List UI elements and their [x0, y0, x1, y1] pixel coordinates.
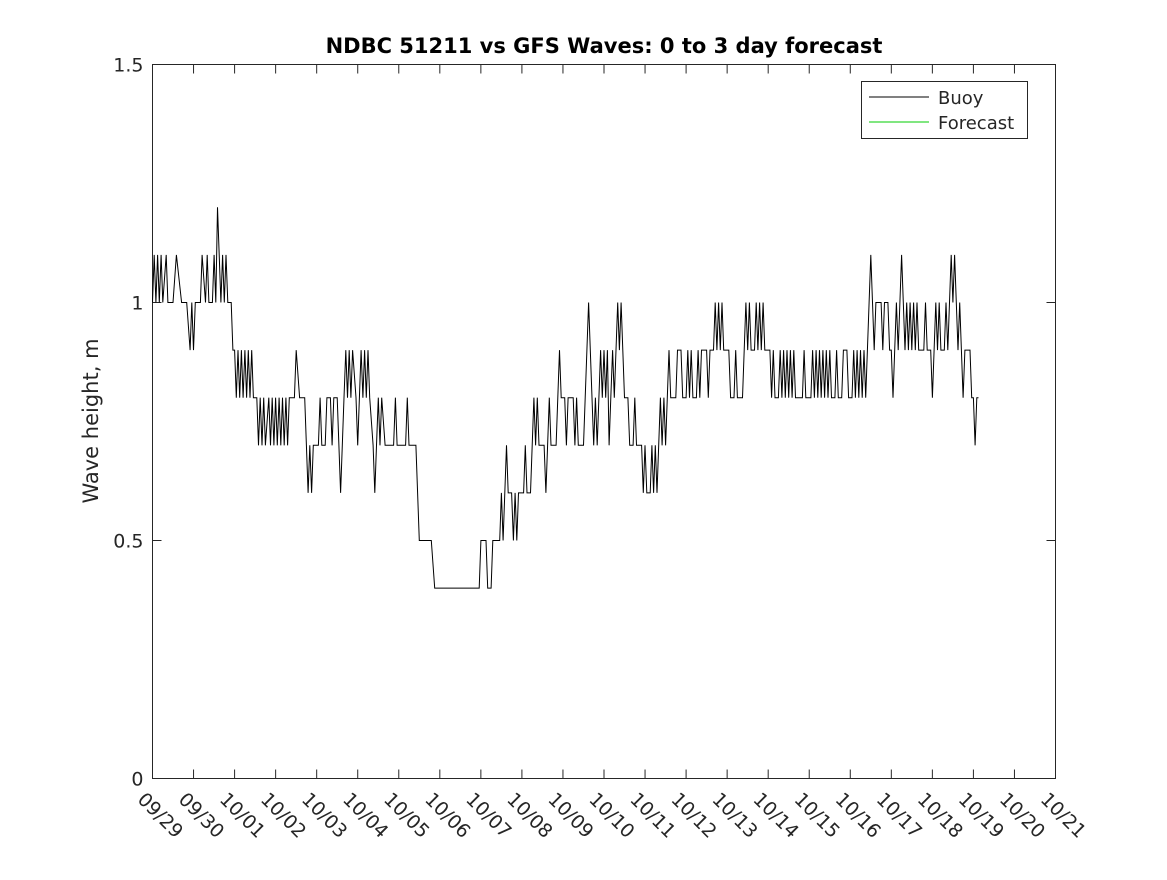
- x-tick-label: 10/18: [913, 788, 967, 842]
- x-tick-label: 10/21: [1036, 788, 1090, 842]
- y-axis: 0 0.5 1 1.5: [113, 55, 1056, 791]
- x-tick-label: 10/11: [626, 788, 680, 842]
- x-axis: 09/2909/3010/0110/0210/0310/0410/0510/06…: [133, 64, 1090, 843]
- x-tick-label: 10/04: [338, 788, 392, 842]
- x-tick-label: 10/03: [297, 788, 351, 842]
- x-tick-label: 10/01: [215, 788, 269, 842]
- x-tick-label: 10/07: [461, 788, 515, 842]
- y-tick-label: 1: [131, 293, 143, 315]
- series-line-buoy: [152, 207, 979, 589]
- x-tick-label: 10/14: [749, 788, 803, 842]
- x-tick-label: 10/08: [502, 788, 556, 842]
- legend-label-buoy: Buoy: [938, 88, 984, 109]
- y-tick-label: 1.5: [113, 55, 143, 77]
- x-tick-label: 10/12: [667, 788, 721, 842]
- x-tick-label: 10/17: [872, 788, 926, 842]
- x-tick-label: 10/10: [584, 788, 638, 842]
- x-tick-label: 09/30: [174, 788, 228, 842]
- y-tick-label: 0: [131, 769, 143, 791]
- y-tick-label: 0.5: [113, 531, 143, 553]
- series-layer: [152, 207, 979, 589]
- x-tick-label: 10/15: [790, 788, 844, 842]
- x-tick-label: 10/02: [256, 788, 310, 842]
- x-tick-label: 10/06: [420, 788, 474, 842]
- x-tick-label: 10/19: [954, 788, 1008, 842]
- x-tick-label: 10/20: [995, 788, 1049, 842]
- y-axis-label: Wave height, m: [79, 338, 103, 503]
- x-tick-label: 09/29: [133, 788, 187, 842]
- legend: Buoy Forecast: [861, 81, 1028, 139]
- legend-box: [861, 81, 1028, 139]
- x-tick-label: 10/09: [543, 788, 597, 842]
- x-tick-label: 10/13: [708, 788, 762, 842]
- x-tick-label: 10/16: [831, 788, 885, 842]
- x-tick-label: 10/05: [379, 788, 433, 842]
- chart-title: NDBC 51211 vs GFS Waves: 0 to 3 day fore…: [326, 34, 883, 58]
- legend-label-forecast: Forecast: [938, 113, 1014, 134]
